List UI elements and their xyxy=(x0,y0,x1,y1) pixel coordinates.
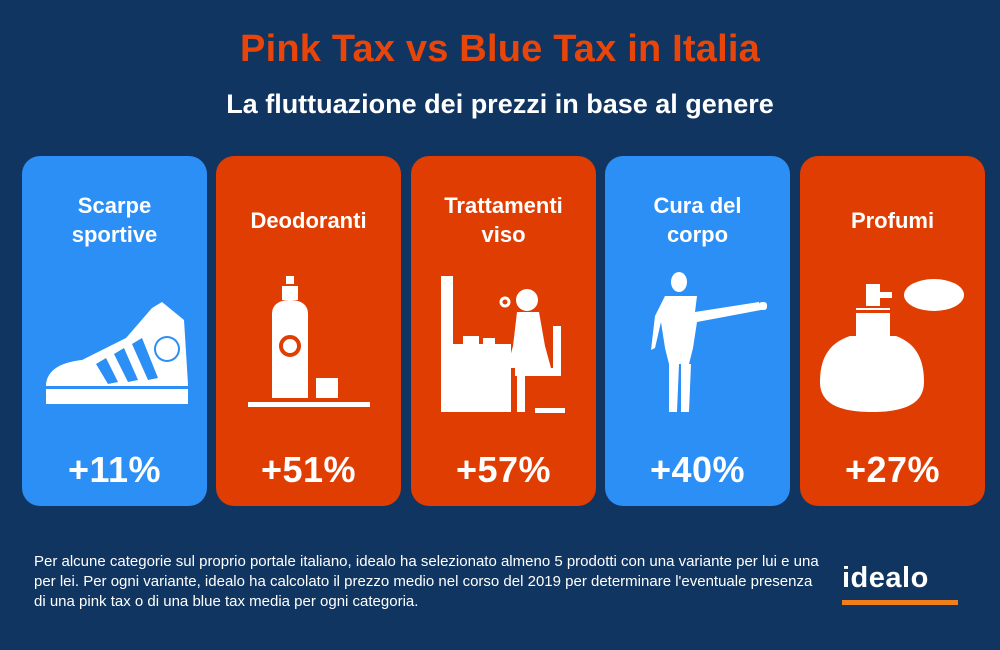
card-value: +57% xyxy=(455,449,552,490)
card-value: +27% xyxy=(844,449,941,490)
page-subtitle: La fluttuazione dei prezzi in base al ge… xyxy=(226,89,774,119)
card-value: +51% xyxy=(260,449,357,490)
footnote: Per alcune categorie sul proprio portale… xyxy=(34,553,819,610)
card-value: +11% xyxy=(67,449,162,490)
card-scarpe-sportive: Scarpe sportive +11% xyxy=(22,156,207,506)
vanity-icon xyxy=(441,276,565,413)
page-title: Pink Tax vs Blue Tax in Italia xyxy=(240,28,760,70)
perfume-icon xyxy=(820,279,964,412)
card-label: Trattamenti viso xyxy=(444,193,563,247)
card-deodoranti: Deodoranti +51% xyxy=(216,156,401,506)
card-label: Deodoranti xyxy=(250,207,367,233)
card-trattamenti-viso: Trattamenti viso +57% xyxy=(411,156,596,506)
deodorant-icon xyxy=(248,276,370,407)
card-label: Cura del corpo xyxy=(653,193,742,247)
card-label: Scarpe sportive xyxy=(71,193,158,247)
card-profumi: Profumi +27% xyxy=(800,156,985,506)
card-value: +40% xyxy=(649,449,746,490)
body-icon xyxy=(651,272,767,412)
card-cura-del-corpo: Cura del corpo +40% xyxy=(605,156,790,506)
idealo-logo: idealo xyxy=(842,562,929,594)
category-cards: Scarpe sportive +11% Deodoranti xyxy=(22,156,986,506)
sneaker-icon xyxy=(46,302,188,404)
card-label: Profumi xyxy=(850,207,935,233)
logo-underline xyxy=(842,600,958,605)
